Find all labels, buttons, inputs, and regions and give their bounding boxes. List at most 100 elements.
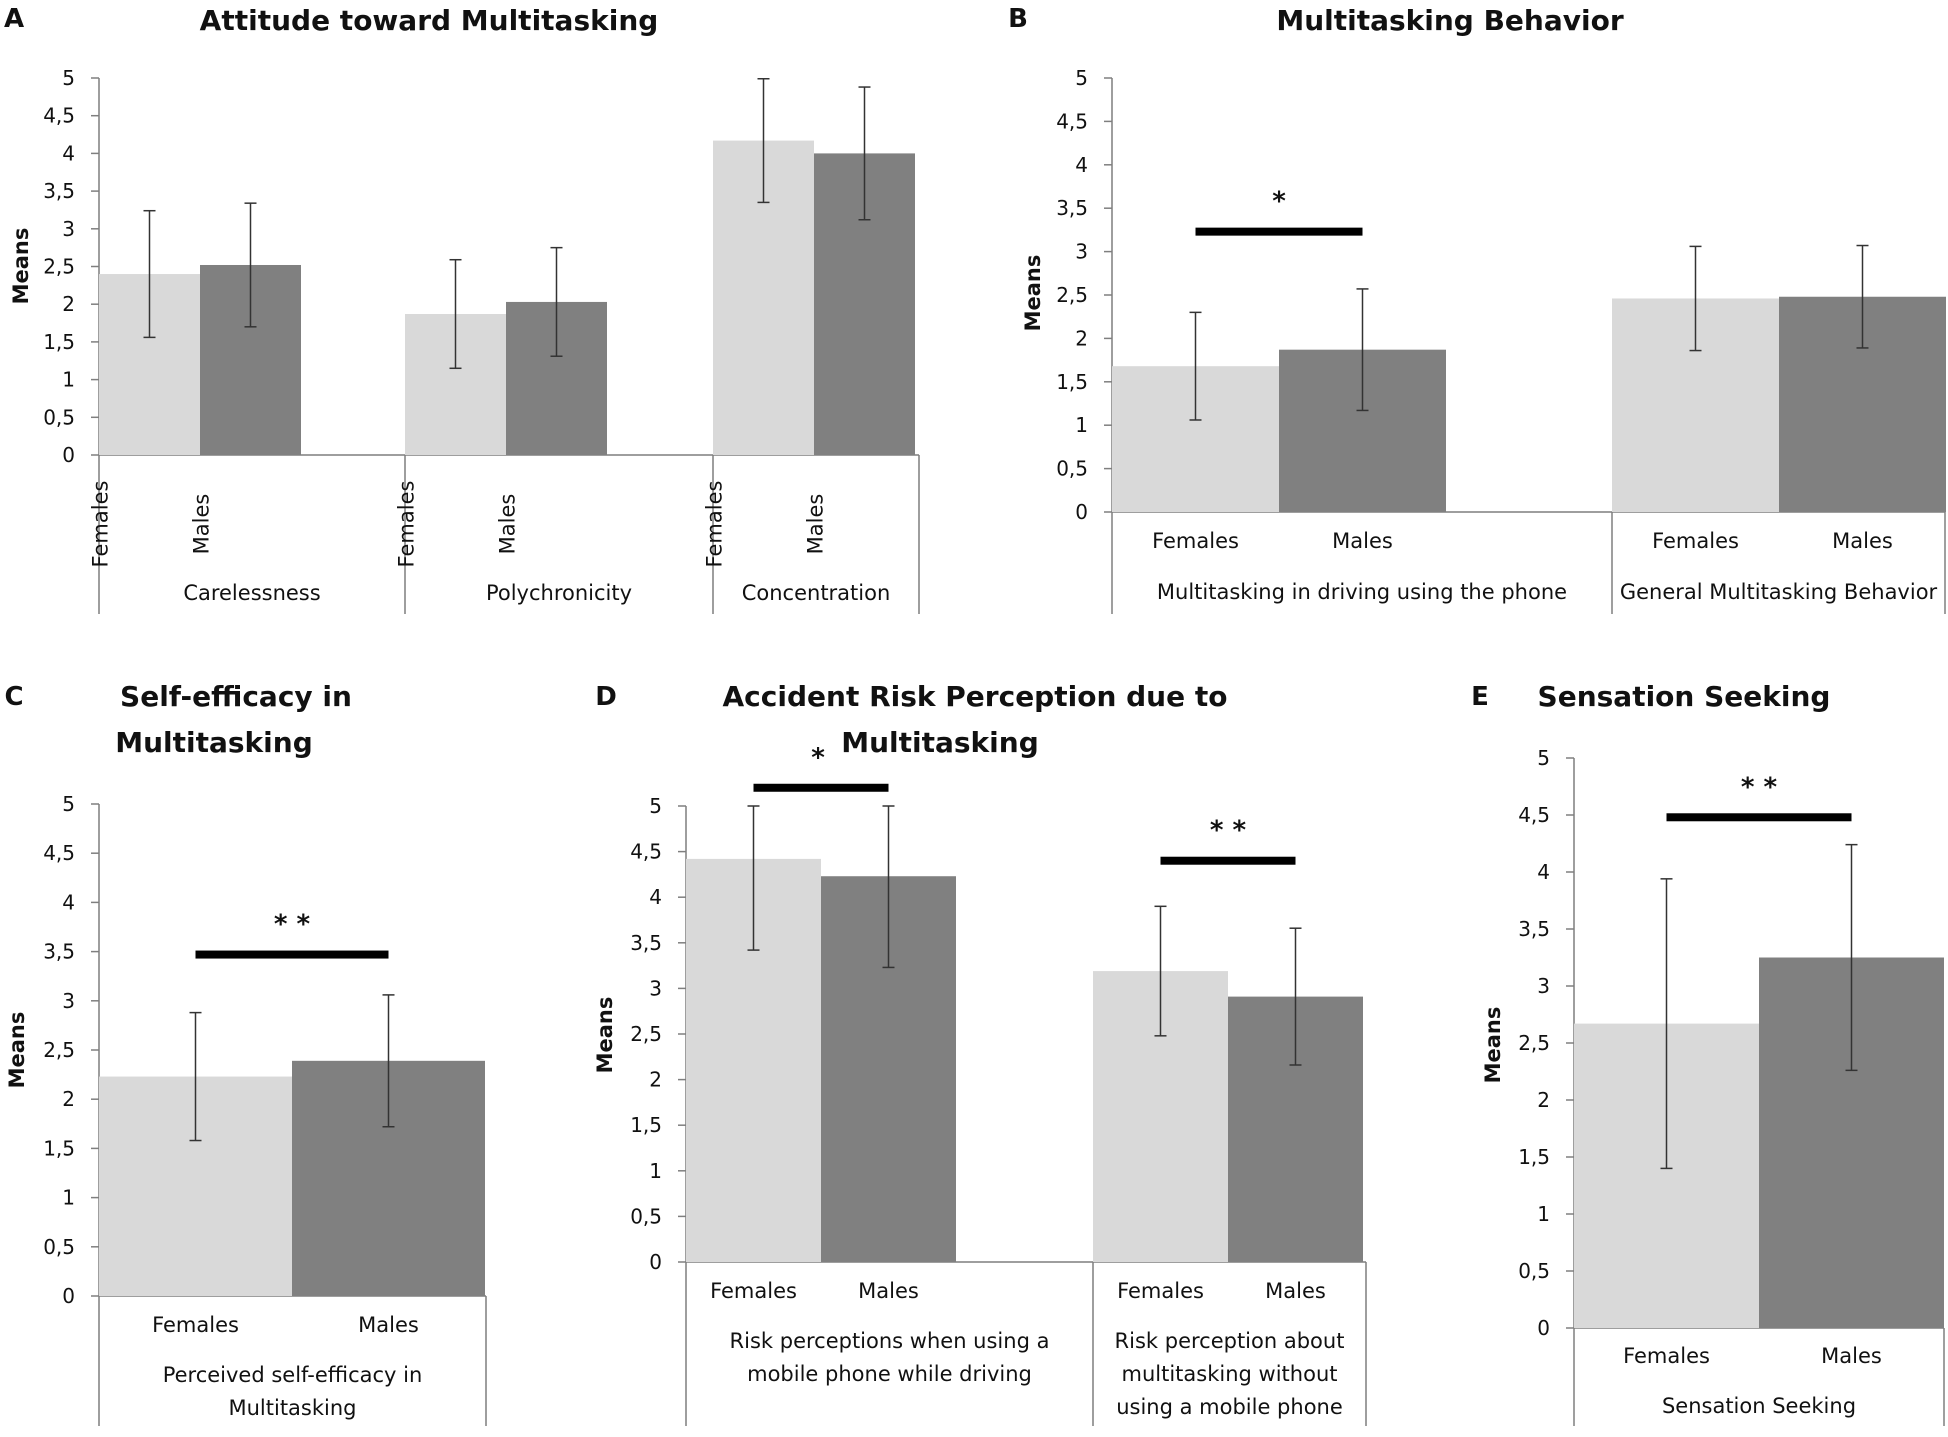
panel-e: E Sensation Seeking 0 0,5 1 1,5 2 2,5 3 3,5 4 4,5 5 M… [1471, 680, 1945, 1426]
y-tick-label: 0,5 [630, 1204, 662, 1228]
y-tick-label: 1 [649, 1159, 662, 1183]
y-tick-label: 5 [649, 794, 662, 818]
group-label: Polychronicity [486, 581, 632, 605]
panel-a: A Attitude toward Multitasking 0 0,5 1 1,5 2 2,… [4, 4, 920, 614]
y-tick-label: 3,5 [1518, 917, 1550, 941]
y-tick-label: 0,5 [1056, 457, 1088, 481]
y-tick-label: 1 [1537, 1202, 1550, 1226]
y-tick-label: 1,5 [1056, 370, 1088, 394]
category-label: Females [152, 1313, 239, 1337]
group-label-line: Multitasking [228, 1396, 356, 1420]
y-tick-label: 3 [649, 976, 662, 1000]
y-tick-label: 0 [649, 1250, 662, 1274]
panel-b: B Multitasking Behavior 0 0,5 1 1,5 2 2,5 3 3,5 4 4… [1008, 4, 1946, 614]
y-tick-label: 5 [1537, 746, 1550, 770]
category-label: Females [89, 481, 113, 568]
error-bar [1845, 843, 1858, 1072]
significance-bar [1160, 856, 1296, 865]
error-bar [757, 78, 770, 204]
y-tick-label: 4,5 [1056, 109, 1088, 133]
y-tick-label: 4 [649, 885, 662, 909]
group-label-line: mobile phone while driving [747, 1362, 1032, 1386]
y-tick-label: 3,5 [1056, 196, 1088, 220]
y-tick-label: 1 [62, 368, 75, 392]
group-label-line: using a mobile phone [1116, 1395, 1343, 1419]
error-bar [858, 86, 871, 221]
category-label: Males [804, 494, 828, 555]
group-label-line: Perceived self-efficacy in [163, 1363, 423, 1387]
y-tick-label: 0,5 [43, 1235, 75, 1259]
category-label: Males [1821, 1344, 1882, 1368]
group-label: Concentration [742, 581, 891, 605]
significance-mark: * [1272, 187, 1286, 217]
y-tick-label: 0 [1537, 1316, 1550, 1340]
group-label-line: Risk perception about [1115, 1329, 1345, 1353]
y-tick-label: 5 [62, 66, 75, 90]
category-label: Males [496, 494, 520, 555]
error-bar [747, 805, 760, 951]
y-tick-label: 5 [1075, 66, 1088, 90]
y-tick-label: 2,5 [43, 1038, 75, 1062]
panel-d: D Accident Risk Perception due to Multitas… [593, 680, 1367, 1426]
chart-title-line: Self-efficacy in [120, 680, 352, 713]
category-label: Females [1152, 529, 1239, 553]
y-tick-label: 2,5 [1518, 1031, 1550, 1055]
group-label: Carelessness [183, 581, 320, 605]
y-tick-label: 2,5 [1056, 283, 1088, 307]
y-tick-label: 0 [62, 1284, 75, 1308]
y-axis-label: Means [1481, 1007, 1505, 1084]
category-label: Males [1332, 529, 1393, 553]
significance-bar [753, 783, 889, 792]
y-axis-label: Means [9, 228, 33, 305]
error-bar [143, 209, 156, 339]
y-tick-label: 2 [62, 292, 75, 316]
chart-title: Multitasking Behavior [1276, 4, 1624, 37]
chart-title: Sensation Seeking [1538, 680, 1831, 713]
error-bar [1356, 288, 1369, 412]
category-label: Males [190, 494, 214, 555]
group-label-line: multitasking without [1122, 1362, 1338, 1386]
panel-letter: D [595, 682, 617, 712]
chart-title-line: Multitasking [841, 726, 1039, 759]
error-bar [1856, 244, 1869, 349]
y-tick-label: 1 [1075, 413, 1088, 437]
y-tick-label: 0 [1075, 500, 1088, 524]
category-label: Males [858, 1279, 919, 1303]
error-bar [882, 805, 895, 969]
y-tick-label: 1,5 [43, 1136, 75, 1160]
group-label: Multitasking in driving using the phone [1157, 580, 1567, 604]
y-tick-label: 2,5 [630, 1022, 662, 1046]
error-bar [189, 1011, 202, 1142]
y-tick-label: 4,5 [630, 840, 662, 864]
y-tick-label: 0,5 [1518, 1259, 1550, 1283]
panel-letter: C [4, 682, 23, 712]
significance-mark: * * [1210, 816, 1247, 846]
y-axis-label: Means [593, 997, 617, 1074]
y-tick-label: 3 [1537, 974, 1550, 998]
chart-title: Attitude toward Multitasking [200, 4, 659, 37]
y-tick-label: 3,5 [630, 931, 662, 955]
y-tick-label: 4 [62, 141, 75, 165]
y-tick-label: 1 [62, 1186, 75, 1210]
error-bar [550, 246, 563, 357]
error-bar [382, 994, 395, 1128]
y-tick-label: 4,5 [43, 841, 75, 865]
significance-mark: * [811, 743, 825, 773]
y-tick-label: 0 [62, 443, 75, 467]
category-label: Females [1623, 1344, 1710, 1368]
category-label: Males [1265, 1279, 1326, 1303]
y-tick-label: 4 [1075, 153, 1088, 177]
category-label: Females [1652, 529, 1739, 553]
y-tick-label: 4 [1537, 860, 1550, 884]
y-axis-label: Means [5, 1012, 29, 1089]
significance-bar [1195, 227, 1363, 236]
y-tick-label: 4,5 [1518, 803, 1550, 827]
category-label: Females [1117, 1279, 1204, 1303]
category-label: Females [703, 481, 727, 568]
y-tick-label: 4 [62, 890, 75, 914]
y-tick-label: 2 [1075, 326, 1088, 350]
y-tick-label: 0,5 [43, 405, 75, 429]
significance-mark: * * [1741, 772, 1778, 802]
y-tick-label: 2 [649, 1068, 662, 1092]
